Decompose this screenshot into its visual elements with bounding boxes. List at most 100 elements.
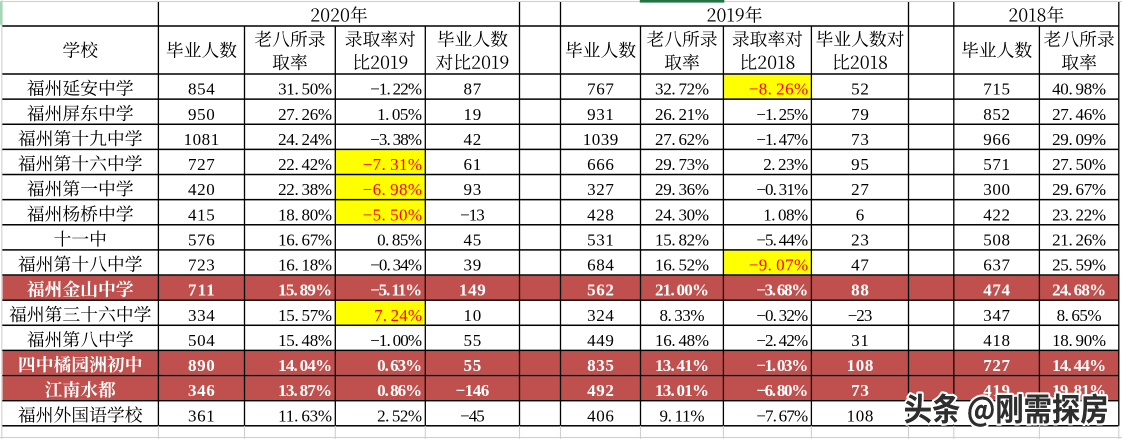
svg-text:47: 47	[851, 256, 869, 275]
svg-text:324: 324	[587, 306, 614, 325]
svg-text:420: 420	[188, 180, 215, 199]
svg-text:300: 300	[983, 180, 1010, 199]
svg-text:13. 41%: 13. 41%	[655, 356, 709, 375]
svg-text:931: 931	[587, 105, 614, 124]
svg-text:361: 361	[188, 406, 215, 425]
svg-text:79: 79	[851, 105, 869, 124]
svg-text:16. 18%: 16. 18%	[278, 256, 332, 275]
svg-text:−0. 31%: −0. 31%	[756, 180, 808, 199]
svg-text:27. 50%: 27. 50%	[1052, 155, 1106, 174]
svg-text:418: 418	[983, 331, 1010, 350]
svg-text:8. 65%: 8. 65%	[1057, 306, 1102, 325]
svg-text:95: 95	[851, 155, 869, 174]
svg-text:−146: −146	[456, 381, 490, 400]
svg-text:428: 428	[587, 205, 614, 224]
svg-text:1. 05%: 1. 05%	[377, 105, 422, 124]
svg-text:−3. 38%: −3. 38%	[370, 130, 422, 149]
svg-text:−6. 80%: −6. 80%	[756, 381, 808, 400]
svg-text:87: 87	[464, 80, 482, 99]
svg-text:16. 52%: 16. 52%	[655, 256, 709, 275]
svg-text:346: 346	[188, 381, 215, 400]
svg-text:16. 48%: 16. 48%	[655, 331, 709, 350]
svg-text:−0. 34%: −0. 34%	[370, 256, 422, 275]
svg-text:55: 55	[464, 356, 482, 375]
svg-text:0. 86%: 0. 86%	[377, 381, 422, 400]
svg-text:88: 88	[851, 281, 869, 300]
svg-text:24. 24%: 24. 24%	[278, 130, 332, 149]
svg-text:−1. 00%: −1. 00%	[370, 331, 422, 350]
svg-text:15. 48%: 15. 48%	[278, 331, 332, 350]
svg-text:6: 6	[856, 205, 865, 224]
svg-text:492: 492	[587, 381, 614, 400]
svg-text:715: 715	[983, 80, 1010, 99]
svg-text:108: 108	[847, 356, 874, 375]
svg-text:25. 59%: 25. 59%	[1052, 256, 1106, 275]
svg-text:24. 30%: 24. 30%	[655, 205, 709, 224]
svg-text:−5. 44%: −5. 44%	[756, 230, 808, 249]
svg-text:637: 637	[983, 256, 1010, 275]
svg-text:55: 55	[464, 331, 482, 350]
svg-text:23. 22%: 23. 22%	[1052, 205, 1106, 224]
svg-text:15. 82%: 15. 82%	[655, 230, 709, 249]
svg-text:21. 00%: 21. 00%	[655, 281, 709, 300]
svg-text:−1. 47%: −1. 47%	[756, 130, 808, 149]
svg-text:93: 93	[464, 180, 482, 199]
svg-text:31: 31	[851, 331, 869, 350]
svg-text:449: 449	[587, 331, 614, 350]
svg-text:−5. 11%: −5. 11%	[370, 281, 422, 300]
svg-text:27. 26%: 27. 26%	[278, 105, 332, 124]
svg-text:13. 01%: 13. 01%	[655, 381, 709, 400]
svg-text:334: 334	[188, 306, 215, 325]
svg-text:852: 852	[983, 105, 1010, 124]
svg-text:−7. 31%: −7. 31%	[363, 155, 423, 174]
svg-text:27: 27	[851, 180, 869, 199]
svg-text:−8. 26%: −8. 26%	[749, 80, 809, 99]
svg-text:−1. 22%: −1. 22%	[370, 80, 422, 99]
svg-text:9. 11%: 9. 11%	[660, 406, 705, 425]
svg-text:16. 67%: 16. 67%	[278, 230, 332, 249]
svg-text:11. 63%: 11. 63%	[278, 406, 332, 425]
svg-text:−13: −13	[460, 205, 485, 224]
svg-text:22. 42%: 22. 42%	[278, 155, 332, 174]
svg-text:7. 24%: 7. 24%	[374, 306, 422, 325]
svg-text:−9. 07%: −9. 07%	[749, 256, 809, 275]
svg-text:327: 327	[587, 180, 614, 199]
svg-text:18. 90%: 18. 90%	[1052, 331, 1106, 350]
svg-text:−23: −23	[848, 306, 873, 325]
svg-text:8. 33%: 8. 33%	[660, 306, 705, 325]
svg-text:27. 62%: 27. 62%	[655, 130, 709, 149]
svg-text:−2. 42%: −2. 42%	[756, 331, 808, 350]
svg-text:−0. 32%: −0. 32%	[756, 306, 808, 325]
svg-text:19: 19	[464, 105, 482, 124]
svg-text:347: 347	[983, 306, 1010, 325]
svg-text:0. 63%: 0. 63%	[377, 356, 422, 375]
svg-text:835: 835	[587, 356, 614, 375]
svg-text:61: 61	[464, 155, 482, 174]
svg-text:576: 576	[188, 230, 215, 249]
svg-text:108: 108	[847, 406, 874, 425]
svg-text:26. 21%: 26. 21%	[655, 105, 709, 124]
svg-text:504: 504	[188, 331, 215, 350]
svg-text:149: 149	[459, 281, 486, 300]
svg-text:23: 23	[851, 230, 869, 249]
svg-text:31. 50%: 31. 50%	[278, 80, 332, 99]
svg-text:2. 23%: 2. 23%	[763, 155, 808, 174]
svg-text:415: 415	[188, 205, 215, 224]
svg-text:571: 571	[983, 155, 1010, 174]
svg-text:2. 52%: 2. 52%	[377, 406, 422, 425]
svg-text:18. 80%: 18. 80%	[278, 205, 332, 224]
svg-text:422: 422	[983, 205, 1010, 224]
svg-text:14. 44%: 14. 44%	[1052, 356, 1106, 375]
svg-text:684: 684	[587, 256, 614, 275]
svg-text:1039: 1039	[583, 130, 619, 149]
svg-text:406: 406	[587, 406, 614, 425]
svg-text:−3. 68%: −3. 68%	[756, 281, 808, 300]
svg-text:−6. 98%: −6. 98%	[363, 180, 423, 199]
svg-text:727: 727	[188, 155, 215, 174]
svg-text:711: 711	[188, 281, 215, 300]
svg-text:1081: 1081	[184, 130, 220, 149]
svg-text:−1. 03%: −1. 03%	[756, 356, 808, 375]
svg-text:73: 73	[851, 130, 869, 149]
svg-text:13. 87%: 13. 87%	[278, 381, 332, 400]
svg-text:40. 98%: 40. 98%	[1052, 80, 1106, 99]
